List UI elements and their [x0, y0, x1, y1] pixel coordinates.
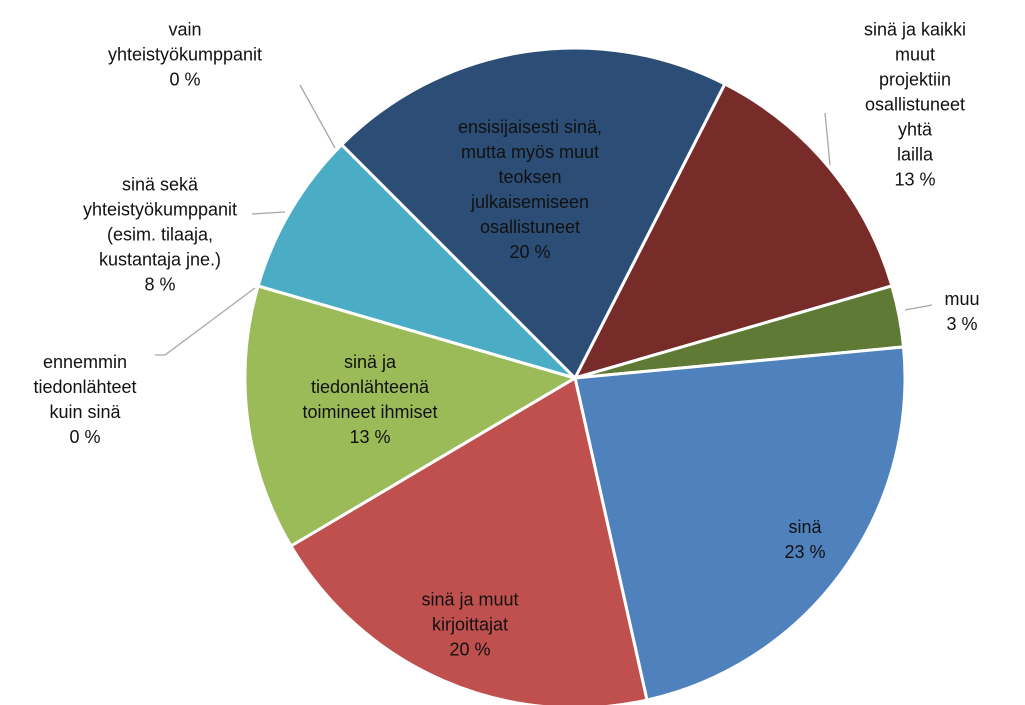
data-label: sinä ja muut kirjoittajat 20 %	[421, 588, 518, 663]
category-label: sinä ja muut kirjoittajat	[421, 589, 519, 635]
pie-slice	[573, 345, 907, 702]
data-label: ennemmin tiedonlähteet kuin sinä 0 %	[33, 350, 136, 450]
category-label: vain yhteistyökumppanit	[107, 19, 263, 65]
category-label: ennemmin tiedonlähteet kuin sinä	[33, 352, 137, 422]
category-label: sinä ja tiedonlähteenä toimineet ihmiset	[302, 352, 438, 422]
value-label: 0 %	[169, 69, 201, 90]
leader-line	[299, 84, 336, 149]
value-label: 20 %	[509, 242, 551, 262]
value-label: 23 %	[784, 542, 826, 562]
value-label: 20 %	[449, 639, 491, 660]
category-label: sinä ja kaikki muut projektiin osallistu…	[863, 19, 967, 165]
pie-slice	[339, 46, 727, 381]
leader-line	[904, 304, 933, 311]
data-label: ensisijaisesti sinä, mutta myös muut teo…	[458, 115, 602, 265]
data-label: vain yhteistyökumppanit 0 %	[108, 18, 262, 93]
data-label: sinä ja tiedonlähteenä toimineet ihmiset…	[302, 350, 437, 450]
pie-slice	[288, 375, 649, 705]
data-label: muu 3 %	[944, 287, 979, 337]
category-label: ensisijaisesti sinä, mutta myös muut teo…	[457, 117, 603, 237]
leader-line	[251, 211, 286, 215]
category-label: muu	[944, 289, 980, 309]
category-label: sinä sekä yhteistyökumppanit (esim. tila…	[82, 174, 238, 270]
value-label: 0 %	[69, 427, 101, 447]
value-label: 13 %	[349, 427, 391, 447]
data-label: sinä ja kaikki muut projektiin osallistu…	[860, 18, 970, 193]
pie-slice	[572, 81, 894, 381]
category-label: sinä	[788, 517, 822, 537]
value-label: 13 %	[894, 169, 936, 190]
value-label: 3 %	[946, 314, 978, 334]
data-label: sinä sekä yhteistyökumppanit (esim. tila…	[83, 173, 237, 298]
data-label: sinä 23 %	[784, 515, 825, 565]
value-label: 8 %	[144, 274, 176, 295]
leader-line	[155, 287, 256, 356]
pie-slice	[256, 142, 577, 380]
pie-slice	[243, 284, 579, 549]
leader-line	[824, 112, 831, 166]
